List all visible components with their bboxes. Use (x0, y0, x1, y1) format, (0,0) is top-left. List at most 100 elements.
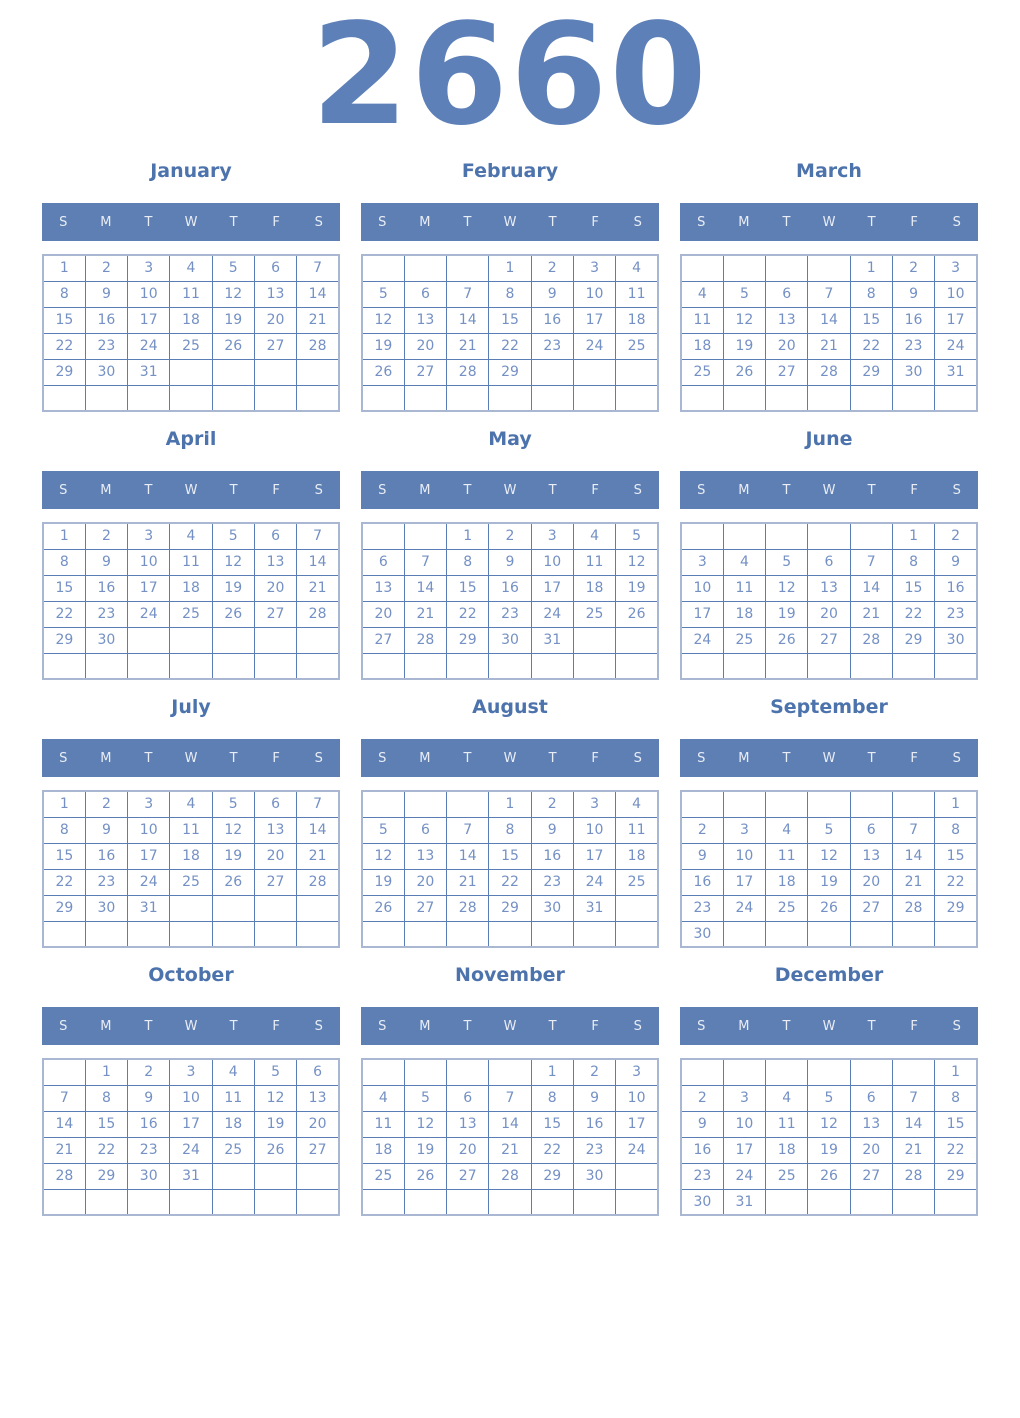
day-cell: 18 (211, 1110, 255, 1138)
empty-day-cell (446, 920, 490, 948)
day-cell: 11 (615, 816, 659, 844)
week-row: 6 7 8 9 10 11 12 (361, 548, 659, 576)
day-cell: 15 (488, 842, 532, 870)
day-cell: 13 (403, 306, 448, 334)
empty-day-cell (296, 894, 340, 922)
day-cell: 23 (84, 600, 129, 628)
day-cell: 22 (934, 868, 978, 896)
day-cell: 14 (891, 1110, 936, 1138)
weekday-header-cell: T (782, 1018, 791, 1034)
empty-day-cell (488, 1188, 532, 1216)
weekday-header-cell: M (419, 1018, 431, 1034)
day-cell: 4 (722, 548, 767, 576)
empty-day-cell (169, 920, 213, 948)
month-title: January (150, 160, 232, 182)
month-title: September (770, 696, 888, 718)
day-cell: 24 (680, 626, 724, 654)
empty-day-cell (765, 254, 809, 282)
day-cell: 27 (361, 626, 405, 654)
day-cell: 15 (488, 306, 532, 334)
day-cell: 29 (934, 1162, 978, 1190)
empty-day-cell (765, 920, 809, 948)
day-cell: 15 (42, 574, 86, 602)
day-cell: 10 (572, 816, 617, 844)
weekday-header-cell: M (738, 750, 750, 766)
day-cell: 4 (169, 522, 213, 550)
empty-day-cell (446, 1058, 490, 1086)
empty-day-cell (722, 254, 767, 282)
week-row: 14 15 16 17 18 19 20 (42, 1110, 340, 1138)
empty-day-cell (211, 1188, 255, 1216)
month-day-grid: 1 2 3 4 5 6 7 8 9 10 11 12 13 14 15 16 17 18 19 20 21 22 23 24 2… (361, 254, 659, 412)
empty-day-cell (765, 1188, 809, 1216)
day-cell: 11 (211, 1084, 255, 1112)
day-cell: 29 (849, 358, 893, 386)
day-cell: 3 (722, 816, 767, 844)
day-cell: 2 (530, 790, 574, 818)
empty-day-cell (446, 254, 490, 282)
day-cell: 24 (722, 894, 767, 922)
day-cell: 26 (807, 894, 851, 922)
empty-day-cell (488, 384, 532, 412)
week-row: 1 (680, 1058, 978, 1086)
day-cell: 12 (253, 1084, 298, 1112)
day-cell: 19 (361, 332, 405, 360)
day-cell: 15 (934, 1110, 978, 1138)
empty-day-cell (722, 384, 767, 412)
empty-day-cell (169, 358, 213, 386)
day-cell: 3 (127, 790, 171, 818)
empty-day-cell (446, 1188, 490, 1216)
week-row: 15 16 17 18 19 20 21 (42, 574, 340, 602)
day-cell: 28 (446, 894, 490, 922)
day-cell: 13 (849, 1110, 893, 1138)
day-cell: 16 (680, 1136, 724, 1164)
day-cell: 10 (530, 548, 574, 576)
empty-day-cell (807, 790, 851, 818)
weekday-header-cell: F (272, 750, 280, 766)
weekday-header-cell: T (463, 1018, 472, 1034)
empty-day-cell (211, 920, 255, 948)
empty-day-cell (211, 894, 255, 922)
day-cell: 31 (169, 1162, 213, 1190)
weekday-header-cell: S (314, 1018, 323, 1034)
day-cell: 7 (807, 280, 851, 308)
empty-day-cell (849, 1188, 893, 1216)
day-cell: 5 (403, 1084, 448, 1112)
week-row: 7 8 9 10 11 12 13 (42, 1084, 340, 1112)
day-cell: 8 (42, 816, 86, 844)
weekday-header-cell: W (503, 750, 517, 766)
empty-day-cell (934, 1188, 978, 1216)
day-cell: 29 (934, 894, 978, 922)
day-cell: 29 (42, 358, 86, 386)
empty-day-cell (296, 920, 340, 948)
day-cell: 9 (127, 1084, 171, 1112)
day-cell: 21 (849, 600, 893, 628)
day-cell: 30 (530, 894, 574, 922)
weekday-header-cell: T (782, 750, 791, 766)
week-row (42, 384, 340, 412)
day-cell: 8 (488, 280, 532, 308)
weekday-header-cell: S (952, 214, 961, 230)
weekday-header-cell: S (697, 482, 706, 498)
day-cell: 15 (42, 842, 86, 870)
day-cell: 7 (42, 1084, 86, 1112)
day-cell: 8 (934, 816, 978, 844)
day-cell: 1 (42, 254, 86, 282)
day-cell: 18 (765, 868, 809, 896)
empty-day-cell (361, 790, 405, 818)
day-cell: 2 (530, 254, 574, 282)
empty-day-cell (572, 626, 617, 654)
day-cell: 22 (488, 868, 532, 896)
day-cell: 7 (296, 522, 340, 550)
weekday-header-cell: T (867, 1018, 876, 1034)
empty-day-cell (807, 920, 851, 948)
day-cell: 14 (807, 306, 851, 334)
day-cell: 21 (296, 574, 340, 602)
day-cell: 18 (765, 1136, 809, 1164)
weekday-header-cell: F (591, 214, 599, 230)
week-row (42, 652, 340, 680)
day-cell: 6 (849, 816, 893, 844)
